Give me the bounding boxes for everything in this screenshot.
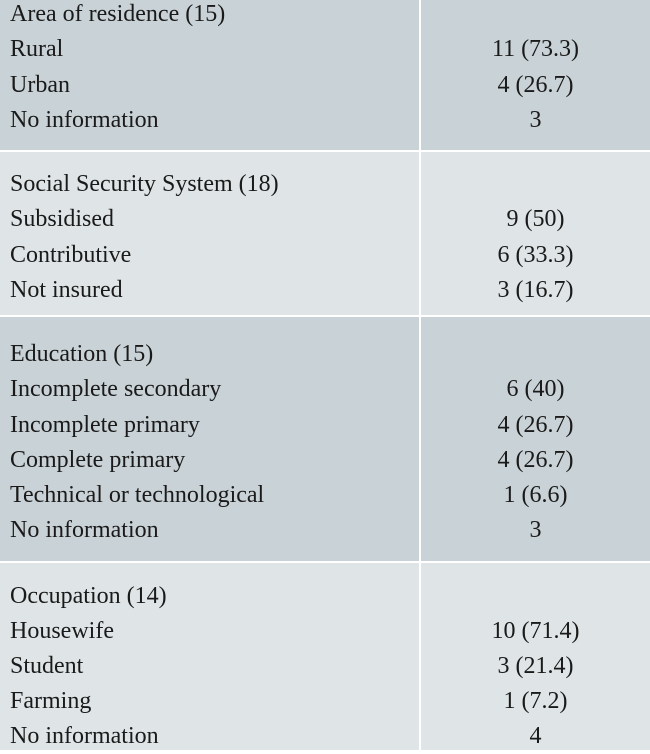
row-value: 3	[529, 517, 542, 543]
row-label: Housewife	[10, 618, 114, 644]
section-divider	[0, 561, 650, 563]
row-label: Student	[10, 653, 84, 679]
row-label: Incomplete primary	[10, 412, 200, 438]
section-header: Area of residence (15)	[10, 1, 226, 27]
row-value: 6 (33.3)	[497, 242, 574, 268]
section-value-column: 6 (40) 4 (26.7) 4 (26.7) 1 (6.6) 3	[421, 317, 650, 561]
section-divider	[0, 315, 650, 317]
row-value: 4	[529, 723, 542, 749]
section-value-column: 11 (73.3) 4 (26.7) 3	[421, 0, 650, 150]
section-header: Education (15)	[10, 341, 154, 367]
section-divider	[0, 150, 650, 152]
row-label: Subsidised	[10, 206, 115, 232]
section-header: Social Security System (18)	[10, 171, 279, 197]
row-value: 1 (7.2)	[503, 688, 568, 714]
row-label: No information	[10, 723, 159, 749]
row-value: 3 (21.4)	[497, 653, 574, 679]
row-label: Complete primary	[10, 447, 186, 473]
row-value: 6 (40)	[506, 376, 565, 402]
row-value: 9 (50)	[506, 206, 565, 232]
row-value: 4 (26.7)	[497, 412, 574, 438]
section-label-column: Area of residence (15) Rural Urban No in…	[0, 0, 421, 150]
row-label: Farming	[10, 688, 92, 714]
section-header: Occupation (14)	[10, 583, 167, 609]
row-label: Urban	[10, 72, 70, 98]
section-label-column: Social Security System (18) Subsidised C…	[0, 152, 421, 315]
section-label-column: Occupation (14) Housewife Student Farmin…	[0, 563, 421, 750]
row-label: Technical or technological	[10, 482, 265, 508]
row-value: 4 (26.7)	[497, 72, 574, 98]
row-value: 1 (6.6)	[503, 482, 568, 508]
row-label: Rural	[10, 36, 64, 62]
row-label: Not insured	[10, 277, 123, 303]
section-value-column: 10 (71.4) 3 (21.4) 1 (7.2) 4	[421, 563, 650, 750]
row-value: 3	[529, 107, 542, 133]
row-value: 10 (71.4)	[491, 618, 580, 644]
table-section-social-security: Social Security System (18) Subsidised C…	[0, 152, 650, 315]
table-section-area-of-residence: Area of residence (15) Rural Urban No in…	[0, 0, 650, 150]
row-label: No information	[10, 107, 159, 133]
row-label: No information	[10, 517, 159, 543]
row-label: Incomplete secondary	[10, 376, 222, 402]
table-section-occupation: Occupation (14) Housewife Student Farmin…	[0, 563, 650, 750]
row-label: Contributive	[10, 242, 132, 268]
row-value: 3 (16.7)	[497, 277, 574, 303]
section-label-column: Education (15) Incomplete secondary Inco…	[0, 317, 421, 561]
row-value: 4 (26.7)	[497, 447, 574, 473]
section-value-column: 9 (50) 6 (33.3) 3 (16.7)	[421, 152, 650, 315]
row-value: 11 (73.3)	[491, 36, 580, 62]
table-section-education: Education (15) Incomplete secondary Inco…	[0, 317, 650, 561]
